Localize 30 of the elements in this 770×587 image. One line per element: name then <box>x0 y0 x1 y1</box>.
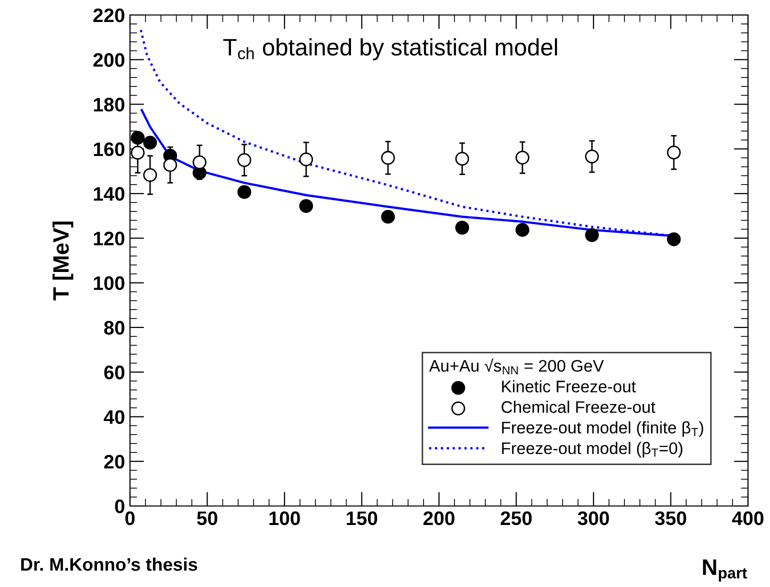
y-tick-label: 60 <box>104 366 124 380</box>
y-tick-label: 100 <box>94 276 124 290</box>
y-tick-label: 20 <box>104 454 124 469</box>
x-tick-label: 200 <box>423 511 454 526</box>
x-tick-label: 300 <box>578 511 609 526</box>
text: Dr. M.Konno’s thesis <box>21 558 198 571</box>
y-tick-label: 200 <box>93 53 124 67</box>
legend-label: Kinetic Freeze-out <box>502 380 636 392</box>
y-axis-title: T [MeV] <box>52 222 74 300</box>
y-tick-label: 120 <box>94 232 124 246</box>
legend-label: Chemical Freeze-out <box>502 400 656 413</box>
y-tick-label: 160 <box>94 142 124 156</box>
x-tick-label: 400 <box>732 511 764 526</box>
y-tick-label: 80 <box>104 320 124 335</box>
annotation: T$_{ch}$ obtained by statistical model <box>223 38 558 60</box>
x-axis-title: N$_{part}$ <box>703 560 748 582</box>
x-tick-label: 150 <box>346 511 378 526</box>
y-tick-label: 0 <box>115 499 124 514</box>
legend-label: Freeze-out model (finite β$_{T}$) <box>502 421 704 437</box>
y-tick-label: 40 <box>104 410 124 424</box>
y-tick-label: 140 <box>94 187 124 201</box>
x-tick-label: 50 <box>197 511 218 526</box>
legend-label: Freeze-out model (β$_{T}$=0) <box>502 442 682 458</box>
x-tick-label: 250 <box>500 511 532 526</box>
y-tick-label: 180 <box>94 98 124 112</box>
x-tick-label: 350 <box>654 511 686 526</box>
x-tick-label: 100 <box>270 511 300 526</box>
x-tick-label: 0 <box>125 511 135 526</box>
legend-title: Au+Au √s$_{NN}$ = 200 GeV <box>429 358 604 374</box>
y-tick-label: 220 <box>93 8 124 22</box>
